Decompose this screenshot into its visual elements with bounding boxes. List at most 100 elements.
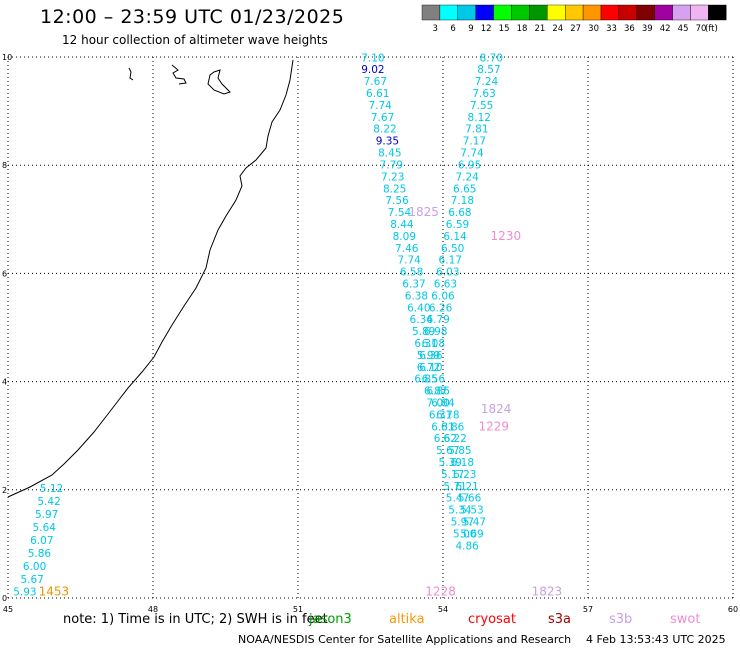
wave-height-label: 6.31 — [431, 421, 454, 433]
wave-height-label: 6.85 — [414, 374, 437, 386]
x-tick-label: 54 — [438, 605, 448, 612]
y-tick-label: 2 — [2, 486, 7, 495]
mission-label-s3a: s3a — [548, 612, 572, 627]
wave-height-label: 5.85 — [448, 445, 471, 457]
wave-height-label: 6.84 — [431, 397, 455, 409]
wave-height-label: 7.56 — [385, 195, 409, 207]
footer: NOAA/NESDIS Center for Satellite Applica… — [0, 633, 740, 649]
wave-height-label: 7.67 — [371, 112, 394, 124]
pass-time-label: 1228 — [425, 584, 456, 598]
wave-height-label: 5.53 — [460, 505, 483, 517]
wave-height-label: 7.23 — [381, 171, 404, 183]
legend-bin-label: 30 — [588, 24, 599, 34]
coastline — [7, 59, 294, 498]
wave-height-label: 6.17 — [439, 255, 462, 267]
wave-height-label: 6.79 — [426, 314, 449, 326]
map-title: 12:00 – 23:59 UTC 01/23/2025 — [40, 6, 345, 28]
legend-bin-label: 70 — [696, 24, 707, 34]
footer-agency: NOAA/NESDIS Center for Satellite Applica… — [238, 633, 572, 646]
x-tick-label: 57 — [583, 605, 593, 612]
wave-height-label: 6.87 — [424, 386, 447, 398]
wave-height-label: 6.18 — [451, 457, 474, 469]
wave-height-label: 7.74 — [397, 255, 421, 267]
wave-height-label: 6.98 — [424, 326, 447, 338]
wave-height-label: 6.68 — [448, 207, 471, 219]
wave-height-label: 5.47 — [463, 517, 486, 529]
wave-height-label: 7.00 — [426, 397, 449, 409]
wave-height-color-legend: 3 6 9 12 15 18 21 24 27 30 33 36 39 42 45 70(ft) — [421, 4, 727, 34]
wave-height-label: 6.37 — [402, 278, 425, 290]
legend-swatch — [708, 4, 727, 21]
wave-height-label: 5.69 — [460, 528, 483, 540]
wave-height-label: 7.67 — [364, 76, 387, 88]
wave-height-label: 5.34 — [448, 505, 472, 517]
legend-bin-label: 36 — [624, 24, 635, 34]
pass-time-label: 1229 — [478, 419, 509, 433]
legend-bin-label: 9 — [468, 24, 473, 34]
pass-time-label: 1823 — [532, 584, 563, 598]
wave-height-label: 6.62 — [434, 433, 457, 445]
wave-height-label: 6.26 — [429, 302, 453, 314]
x-tick-label: 48 — [148, 605, 158, 612]
wave-height-label: 5.93 — [13, 586, 36, 598]
wave-height-label: 6.23 — [453, 469, 476, 481]
wave-height-label: 5.86 — [28, 548, 52, 560]
wave-height-label: 7.63 — [472, 88, 495, 100]
wave-height-label: 8.70 — [480, 52, 503, 64]
wave-height-label: 6.31 — [414, 338, 437, 350]
wave-height-label: 8.12 — [468, 112, 491, 124]
wave-height-label: 7.55 — [470, 100, 493, 112]
island-outline — [171, 64, 187, 85]
legend-bin-label: 27 — [570, 24, 581, 34]
wave-height-label: 6.72 — [417, 362, 440, 374]
footer-timestamp: 4 Feb 13:53:43 UTC 2025 — [586, 633, 726, 646]
wave-height-label: 6.22 — [443, 433, 466, 445]
wave-height-label: 8.45 — [378, 148, 401, 160]
wave-height-label: 6.08 — [422, 338, 445, 350]
wave-height-label: 5.97 — [451, 517, 474, 529]
wave-height-label: 5.64 — [33, 522, 57, 534]
wave-height-label: 6.56 — [422, 374, 446, 386]
pass-time-label: 1453 — [39, 584, 70, 598]
wave-height-label: 6.14 — [443, 231, 467, 243]
wave-height-label: 6.21 — [455, 481, 478, 493]
wave-height-label: 6.03 — [436, 267, 459, 279]
wave-height-label: 5.17 — [441, 469, 464, 481]
legend-bin-label: 39 — [642, 24, 653, 34]
legend-bin-label: 21 — [534, 24, 545, 34]
wave-height-label: 9.02 — [361, 64, 384, 76]
wave-height-label: 6.36 — [419, 350, 443, 362]
units-note: note: 1) Time is in UTC; 2) SWH is in fe… — [63, 612, 328, 627]
y-tick-label: 4 — [2, 378, 7, 387]
pass-time-label: 1824 — [481, 402, 512, 416]
wave-height-label: 5.12 — [40, 483, 63, 495]
legend-unit: (ft) — [705, 24, 718, 34]
wave-height-label: 5.97 — [35, 509, 58, 521]
wave-height-label: 6.00 — [23, 561, 46, 573]
legend-bin-label: 12 — [481, 24, 492, 34]
wave-height-label: 6.34 — [410, 314, 434, 326]
wave-height-label: 6.07 — [30, 535, 53, 547]
wave-height-label: 7.79 — [380, 159, 403, 171]
wave-height-label: 5.71 — [443, 481, 466, 493]
wave-height-label: 5.00 — [453, 528, 476, 540]
wave-height-label: 6.86 — [441, 421, 465, 433]
legend-bin-label: 3 — [432, 24, 437, 34]
wave-height-label: 4.86 — [455, 540, 479, 552]
wave-height-label: 7.18 — [451, 195, 474, 207]
wave-height-label: 6.58 — [400, 267, 423, 279]
legend-bin-label: 18 — [517, 24, 528, 34]
wave-height-label: 5.89 — [412, 326, 435, 338]
y-tick-label: 6 — [2, 269, 7, 278]
x-tick-label: 60 — [728, 605, 738, 612]
legend-bin-label: 45 — [678, 24, 689, 34]
wave-height-label: 6.50 — [441, 243, 464, 255]
island-outline — [128, 67, 134, 81]
pass-time-label: 1230 — [491, 229, 522, 243]
wave-height-label: 6.40 — [407, 302, 430, 314]
wave-height-label: 5.67 — [20, 574, 43, 586]
wave-height-label: 7.74 — [460, 148, 484, 160]
wave-height-label: 6.38 — [405, 290, 428, 302]
wave-height-label: 6.61 — [366, 88, 389, 100]
wave-height-label: 5.47 — [446, 493, 469, 505]
